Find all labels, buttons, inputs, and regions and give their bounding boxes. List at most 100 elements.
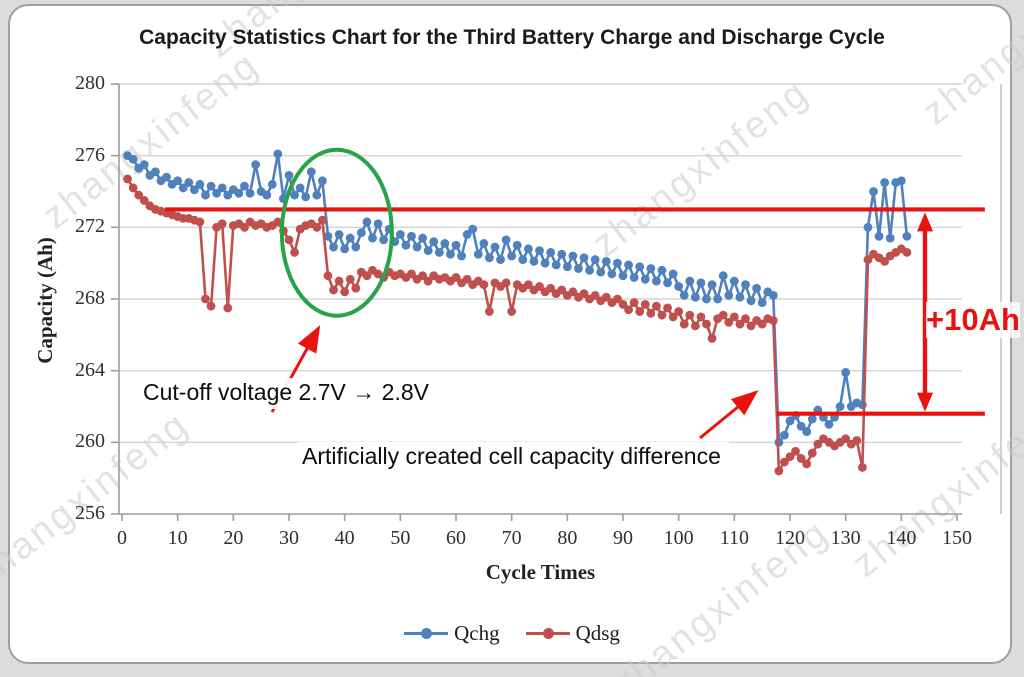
data-point-qchg — [295, 183, 305, 193]
data-point-qdsg — [785, 452, 795, 462]
y-axis-tick-label: 268 — [75, 287, 105, 309]
data-point-qchg — [841, 368, 851, 377]
x-axis-tick-label: 140 — [886, 527, 917, 549]
data-point-qdsg — [568, 287, 578, 297]
data-point-qdsg — [340, 287, 350, 297]
data-point-qchg — [523, 244, 533, 254]
data-point-qdsg — [223, 303, 233, 313]
data-point-qchg — [334, 230, 344, 239]
data-point-qdsg — [780, 457, 789, 467]
data-point-qchg — [652, 276, 661, 286]
data-point-qchg — [368, 233, 377, 243]
data-point-qdsg — [707, 334, 717, 343]
legend-item-qchg: Qchg — [404, 621, 500, 646]
data-point-qchg — [401, 240, 411, 250]
data-point-qchg — [835, 402, 845, 411]
capacity-difference-arrow-icon — [699, 390, 759, 440]
x-axis-tick-label: 90 — [613, 527, 633, 549]
data-point-qchg — [407, 231, 416, 241]
data-point-qchg — [713, 294, 723, 304]
data-point-qdsg — [640, 299, 650, 309]
data-point-qdsg — [685, 310, 695, 320]
data-point-qchg — [362, 217, 372, 227]
data-point-qchg — [512, 240, 522, 250]
data-point-qdsg — [663, 303, 672, 313]
data-point-qdsg — [741, 314, 750, 324]
data-point-qdsg — [323, 271, 333, 281]
data-point-qchg — [267, 179, 277, 189]
data-point-qdsg — [629, 298, 639, 307]
data-point-qchg — [896, 176, 906, 186]
data-point-qchg — [373, 219, 383, 229]
data-point-qchg — [318, 176, 327, 186]
data-point-qchg — [351, 242, 361, 252]
data-point-qchg — [223, 190, 233, 200]
data-point-qchg — [624, 260, 633, 270]
data-point-qchg — [679, 291, 689, 300]
y-axis-tick-label: 276 — [75, 143, 105, 166]
data-point-qdsg — [674, 307, 684, 316]
data-point-qdsg — [618, 299, 628, 309]
data-point-qdsg — [724, 317, 734, 327]
data-point-qdsg — [418, 271, 428, 281]
data-point-qdsg — [546, 283, 556, 293]
data-point-qdsg — [841, 434, 851, 444]
data-point-qchg — [674, 282, 684, 291]
data-point-qchg — [395, 230, 405, 239]
x-axis-tick-label: 0 — [117, 527, 127, 549]
x-axis-tick-label: 30 — [279, 527, 299, 549]
data-point-qchg — [490, 242, 500, 252]
data-point-qchg — [446, 249, 455, 259]
data-point-qchg — [139, 160, 149, 170]
y-axis-tick-label: 280 — [75, 72, 105, 94]
data-point-qchg — [306, 167, 316, 177]
data-point-qchg — [668, 269, 678, 279]
data-point-qchg — [440, 239, 450, 248]
data-point-qchg — [590, 255, 600, 264]
y-axis-tick-label: 256 — [75, 502, 105, 524]
data-point-qdsg — [902, 248, 912, 257]
data-point-qchg — [757, 298, 767, 307]
data-point-qchg — [629, 273, 639, 282]
data-point-qchg — [741, 280, 750, 290]
data-point-qchg — [729, 276, 739, 286]
data-point-qchg — [451, 240, 461, 250]
x-axis-tick-label: 20 — [223, 527, 244, 549]
data-point-qchg — [423, 246, 433, 256]
data-point-qchg — [863, 222, 873, 232]
data-point-qchg — [251, 160, 261, 170]
data-point-qdsg — [613, 294, 622, 304]
data-point-qchg — [735, 292, 745, 302]
data-point-qdsg — [646, 308, 656, 318]
capacity-difference-annotation: Artificially created cell capacity diffe… — [298, 442, 729, 473]
data-point-qdsg — [423, 276, 433, 286]
data-point-qdsg — [863, 255, 873, 264]
series-line-qdsg — [126, 178, 908, 476]
x-axis-tick-label: 60 — [446, 527, 466, 549]
data-point-qchg — [702, 294, 711, 304]
data-point-qchg — [262, 190, 272, 200]
chart-title: Capacity Statistics Chart for the Third … — [139, 26, 885, 49]
x-axis-tick-label: 40 — [334, 527, 355, 549]
data-point-qchg — [574, 264, 583, 273]
data-point-qchg — [635, 262, 645, 272]
data-point-qdsg — [451, 273, 461, 282]
data-point-qchg — [485, 253, 494, 263]
data-point-qdsg — [485, 307, 494, 316]
data-point-qdsg — [240, 222, 249, 232]
qdsg-marker-icon — [542, 628, 554, 639]
data-point-qchg — [718, 271, 728, 281]
data-point-qdsg — [768, 316, 778, 325]
data-point-qchg — [607, 269, 617, 279]
data-point-qdsg — [507, 307, 517, 316]
data-point-qchg — [618, 271, 628, 281]
data-point-qdsg — [657, 310, 667, 320]
data-point-qdsg — [774, 466, 784, 476]
qchg-line-sample — [404, 628, 449, 639]
data-point-qchg — [752, 283, 762, 293]
arrow-down-icon — [917, 392, 933, 412]
data-point-qchg — [418, 233, 428, 243]
data-point-qchg — [824, 420, 834, 429]
data-point-qchg — [707, 280, 717, 290]
y-axis-tick-label: 264 — [75, 358, 105, 381]
